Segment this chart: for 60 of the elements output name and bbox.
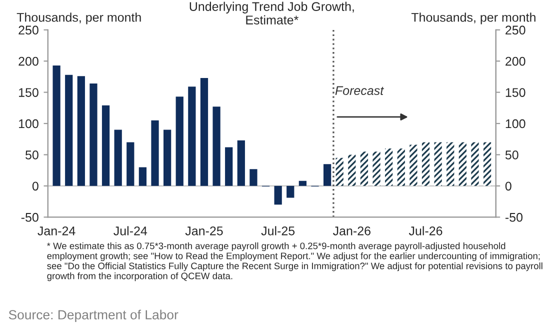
- text: * We estimate this as 0.75*3-month average payroll growth + 0.25*9-month average payroll-adjusted household employment growth; see "How to Read the Employment Report." We adjust for the earlier undercounting of immigration; see "Do the Official Statistics Fully Capture the Recent Surge in Immigration?" We adjust for potential revisions to payroll growth from the incorporation of QCEW data.: [46, 242, 542, 282]
- x-tick-label: Jul-25: [261, 226, 295, 236]
- bar: [176, 96, 184, 186]
- bar: [323, 164, 332, 186]
- x-tick-label: Jan-24: [38, 226, 76, 236]
- bar: [372, 152, 380, 186]
- y2-tick-label: 100: [506, 119, 526, 128]
- bar: [385, 148, 393, 186]
- y2-tick-label: 200: [506, 56, 526, 66]
- bar: [446, 142, 454, 186]
- chart-title: Underlying Trend Job Growth, Estimate*: [190, 2, 354, 24]
- bar: [126, 142, 134, 186]
- y-tick-label: 0: [32, 182, 38, 191]
- y-tick-label: 150: [19, 88, 38, 97]
- x-tick-label: Jan-25: [185, 226, 223, 236]
- bar: [286, 186, 294, 198]
- bar: [250, 169, 258, 186]
- bar: [212, 106, 220, 186]
- x-tick-label: Jan-26: [333, 226, 370, 236]
- bar: [188, 86, 196, 186]
- y2-tick-label: 50: [505, 150, 518, 160]
- y-axis-title: Thousands, per month: [16, 12, 141, 24]
- y-tick-label: 100: [19, 119, 38, 128]
- bar: [77, 76, 85, 186]
- bar: [65, 74, 73, 186]
- source-note: Source: Department of Labor: [8, 310, 178, 322]
- bar: [410, 144, 418, 186]
- bar: [348, 154, 356, 186]
- bar: [274, 186, 282, 205]
- bar: [52, 65, 60, 186]
- bar: [434, 142, 442, 186]
- bar: [483, 142, 492, 186]
- y2-tick-label: -50: [505, 212, 523, 222]
- bar: [90, 84, 98, 186]
- bar: [225, 147, 233, 186]
- bar: [397, 148, 405, 186]
- bar: [163, 130, 172, 186]
- y2-tick-label: 0: [505, 182, 512, 191]
- x-tick-label: Jul-24: [114, 226, 148, 236]
- y2-axis-title: Thousands, per month: [411, 12, 536, 24]
- bar: [360, 152, 368, 186]
- bar: [237, 140, 245, 186]
- bar: [200, 78, 208, 186]
- y2-tick-label: 250: [506, 26, 526, 35]
- x-tick-label: Jul-26: [408, 226, 442, 236]
- bar: [458, 142, 466, 186]
- bar: [471, 142, 479, 186]
- bar: [102, 105, 110, 186]
- bar: [422, 142, 430, 186]
- y-tick-label: -50: [21, 212, 38, 222]
- y-tick-label: 200: [18, 56, 38, 66]
- y-tick-label: 250: [18, 26, 38, 35]
- bar: [138, 167, 147, 186]
- annotation: Forecast: [335, 86, 384, 96]
- bar: [336, 158, 344, 186]
- bar: [151, 120, 159, 186]
- bar: [298, 180, 306, 186]
- y2-tick-label: 150: [506, 88, 526, 97]
- y-tick-label: 50: [26, 150, 38, 160]
- bar: [114, 130, 122, 186]
